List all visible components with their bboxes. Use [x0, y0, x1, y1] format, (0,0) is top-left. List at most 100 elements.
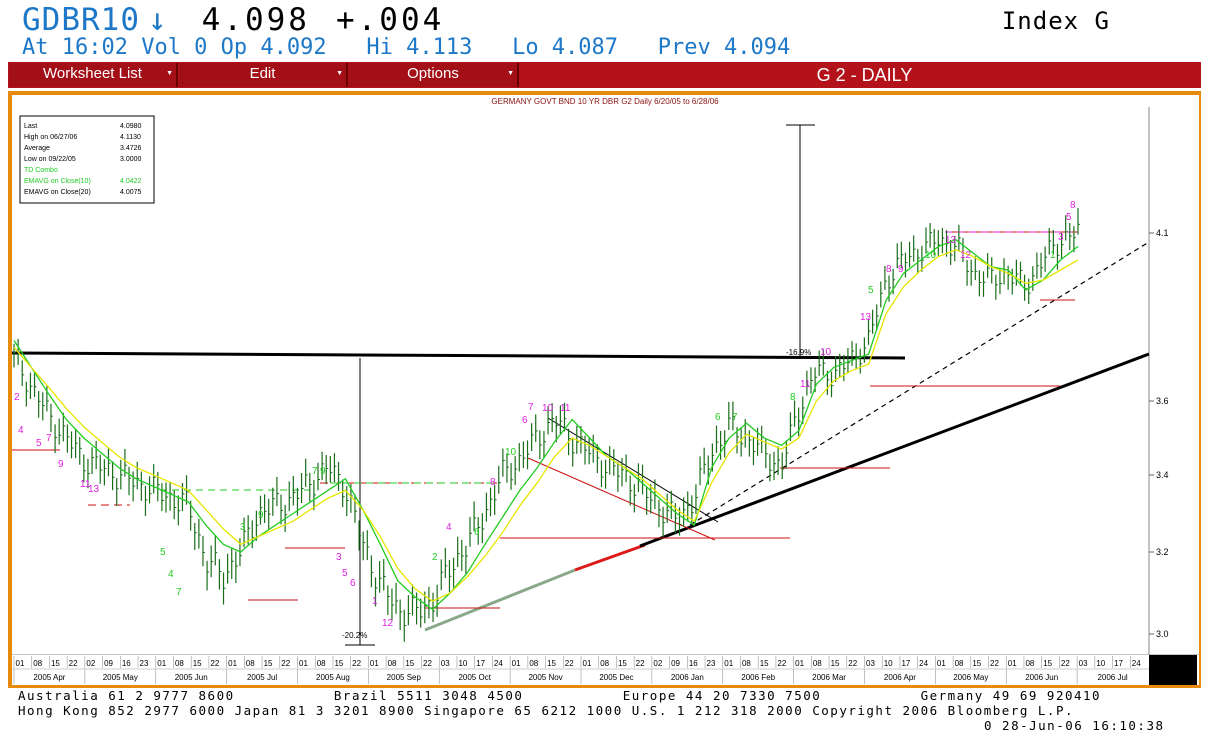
td-count-label: 5: [36, 438, 42, 449]
annotation-label: -16.9%: [786, 348, 811, 357]
x-day-label: 08: [33, 659, 42, 668]
td-count-label: 12: [382, 618, 394, 629]
td-count-label: 8: [886, 264, 892, 275]
td-count-label: 4: [446, 522, 452, 533]
td-count-label: 3: [1058, 232, 1064, 243]
edit-label: Edit: [249, 65, 276, 82]
legend-label: Average: [24, 145, 50, 152]
x-month-label: 2005 Oct: [458, 673, 491, 682]
td-count-label: 7: [176, 587, 182, 598]
x-month-label: 2005 Nov: [528, 673, 562, 682]
ticker-symbol: GDBR10: [22, 2, 140, 38]
chart-title: GERMANY GOVT BND 10 YR DBR G2 Daily 6/20…: [491, 97, 719, 106]
x-day-label: 01: [370, 659, 379, 668]
dropdown-caret-icon: ▼: [336, 70, 343, 77]
chart-title-bar: [12, 95, 1199, 107]
td-count-label: 1: [372, 596, 378, 607]
td-count-label: 4: [168, 569, 174, 580]
annotation-label: -20.2%: [342, 631, 367, 640]
x-day-label: 16: [689, 659, 698, 668]
x-day-label: 10: [884, 659, 893, 668]
price-bars: [13, 208, 1080, 642]
x-day-label: 22: [848, 659, 857, 668]
td-count-label: 10: [925, 250, 937, 261]
td-count-label: 3: [240, 522, 246, 533]
x-month-label: 2006 Jun: [1025, 673, 1058, 682]
x-day-label: 01: [724, 659, 733, 668]
price-change: +.004: [335, 2, 445, 38]
options-button[interactable]: Options ▼: [349, 63, 519, 87]
moving-averages: [13, 238, 1079, 611]
ema20-line: [13, 249, 1079, 602]
worksheet-list-label: Worksheet List: [43, 65, 142, 82]
y-tick-label: 3.4: [1156, 470, 1169, 480]
x-day-label: 16: [122, 659, 131, 668]
legend-value: 4.1130: [120, 134, 141, 141]
x-day-label: 15: [193, 659, 202, 668]
x-day-label: 08: [742, 659, 751, 668]
x-day-label: 08: [1025, 659, 1034, 668]
x-day-label: 15: [405, 659, 414, 668]
x-day-label: 22: [281, 659, 290, 668]
legend-label: Last: [24, 123, 37, 130]
td-count-label: 5: [868, 285, 874, 296]
x-day-label: 08: [388, 659, 397, 668]
x-month-label: 2005 Jul: [247, 673, 277, 682]
x-month-label: 2005 May: [103, 673, 138, 682]
x-month-label: 2006 Apr: [884, 673, 916, 682]
quote-header: GDBR10 ↓ 4.098 +.004: [22, 2, 445, 38]
td-count-label: 7: [528, 402, 534, 413]
x-day-label: 15: [334, 659, 343, 668]
x-day-label: 15: [1043, 659, 1052, 668]
x-day-label: 03: [441, 659, 450, 668]
legend-value: 4.0075: [120, 189, 142, 196]
legend-box: Last 4.0980 High on 06/27/06 4.1130 Average 3…: [19, 115, 155, 204]
x-month-label: 2006 Mar: [812, 673, 846, 682]
dropdown-caret-icon: ▼: [507, 70, 514, 77]
x-day-label: 01: [16, 659, 25, 668]
x-day-label: 15: [831, 659, 840, 668]
x-day-label: 22: [210, 659, 219, 668]
x-day-label: 01: [228, 659, 237, 668]
last-price: 4.098: [201, 2, 310, 38]
x-day-label: 15: [264, 659, 273, 668]
x-month-label: 2006 Jul: [1097, 673, 1127, 682]
x-day-label: 17: [901, 659, 910, 668]
x-day-label: 08: [813, 659, 822, 668]
td-count-label: 7: [732, 412, 738, 423]
footer-contacts-2: Hong Kong 852 2977 6000 Japan 81 3 3201 …: [18, 703, 1074, 718]
x-day-label: 22: [565, 659, 574, 668]
td-count-label: 11: [80, 479, 91, 490]
annotations: -16.9% -20.2%: [342, 348, 811, 640]
worksheet-list-button[interactable]: Worksheet List ▼: [9, 63, 178, 87]
corner-block: [1149, 655, 1197, 685]
td-count-label: 6: [350, 578, 356, 589]
x-month-label: 2006 Feb: [741, 673, 775, 682]
x-day-label: 17: [1114, 659, 1123, 668]
menu-bar: Worksheet List ▼ Edit ▼ Options ▼ G 2 - …: [8, 62, 1201, 88]
support-line-grey: [424, 568, 576, 632]
down-arrow-icon: ↓: [147, 2, 168, 38]
legend-value: 3.4726: [120, 145, 142, 152]
x-day-label: 01: [795, 659, 804, 668]
index-label: Index G: [1001, 7, 1110, 35]
td-count-label: 5: [1066, 212, 1072, 223]
td-count-label: 7: [46, 433, 52, 444]
td-count-label: 1: [1050, 250, 1056, 261]
x-month-label: 2005 Aug: [316, 673, 350, 682]
y-tick-label: 4.1: [1156, 228, 1169, 238]
td-count-label: 9: [898, 264, 904, 275]
x-day-label: 03: [1079, 659, 1088, 668]
td-count-label: 10: [820, 347, 832, 358]
edit-button[interactable]: Edit ▼: [179, 63, 348, 87]
x-day-label: 01: [299, 659, 308, 668]
x-day-label: 24: [494, 659, 503, 668]
x-day-label: 22: [777, 659, 786, 668]
x-day-label: 22: [1061, 659, 1070, 668]
x-month-label: 2005 Dec: [599, 673, 633, 682]
legend-label: High on 06/27/06: [24, 134, 77, 141]
td-count-label: 6: [522, 415, 528, 426]
legend-label: EMAVG on Close(10): [24, 178, 91, 185]
x-day-label: 24: [919, 659, 928, 668]
